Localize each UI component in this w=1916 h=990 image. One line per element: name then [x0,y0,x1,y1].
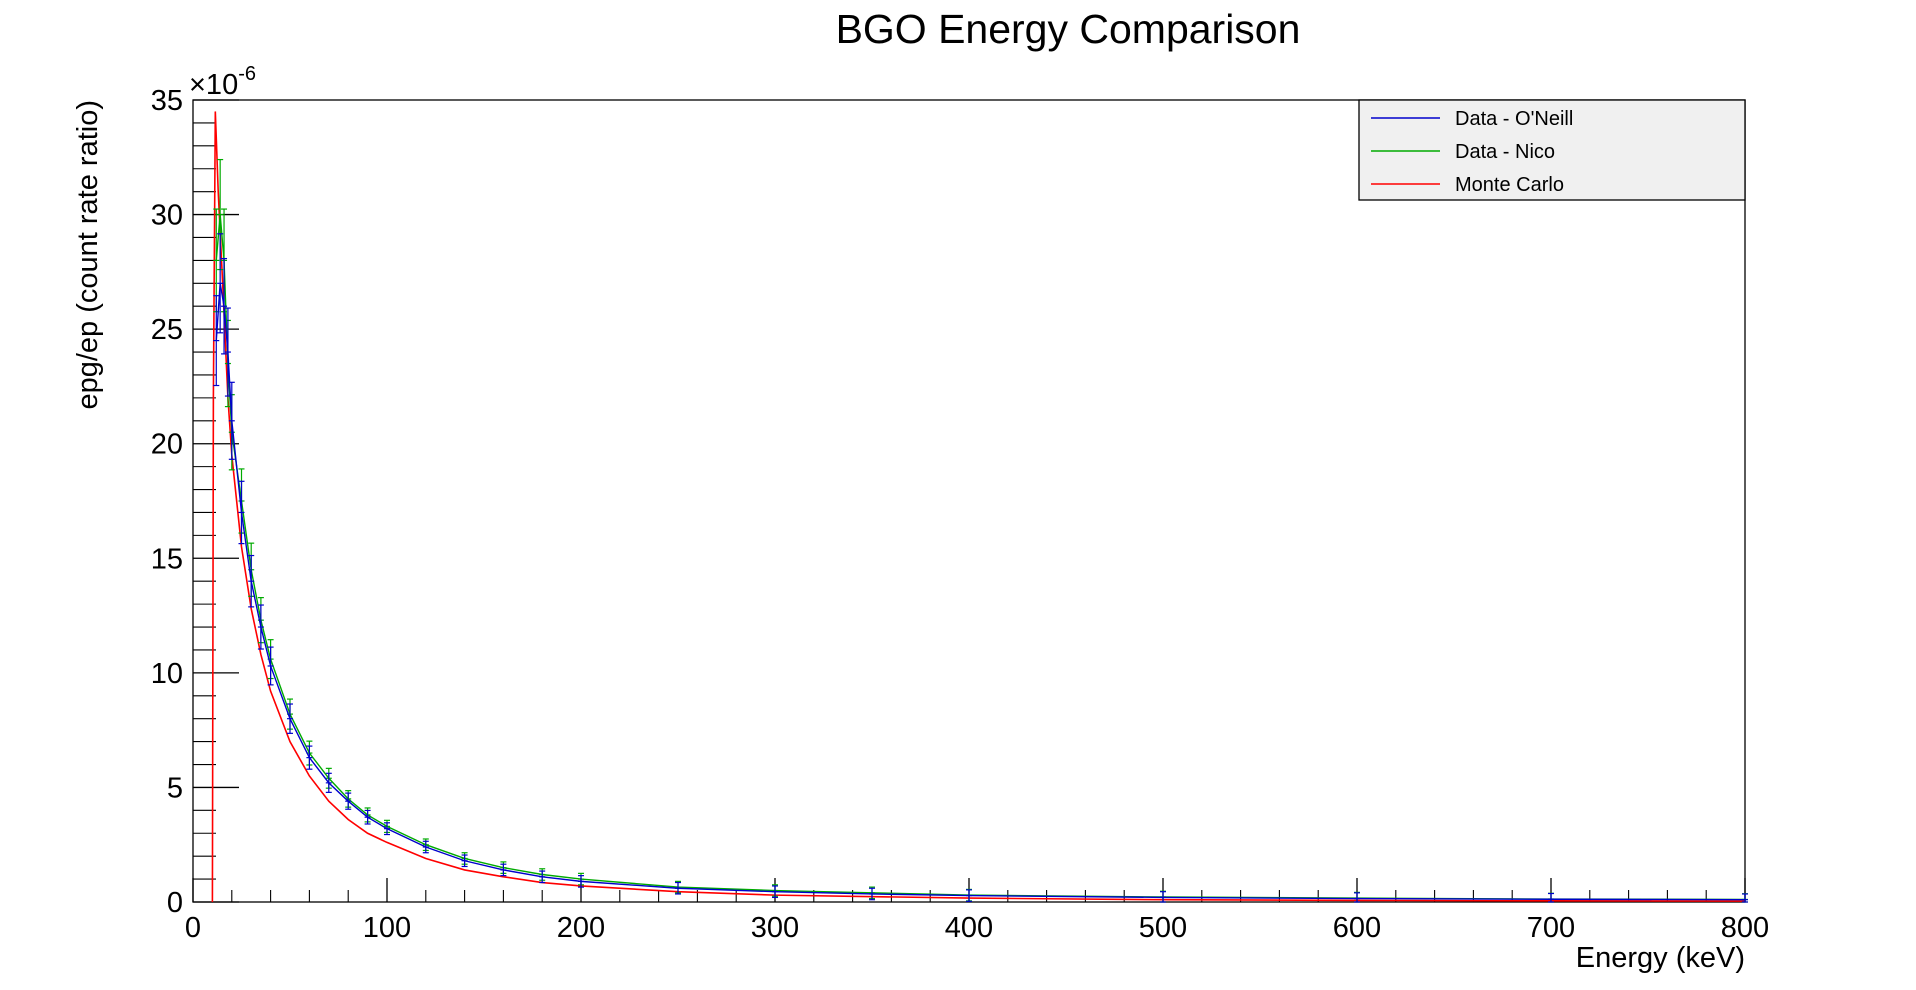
y-tick-label: 5 [167,772,183,804]
legend-label: Monte Carlo [1455,174,1564,196]
x-tick-label: 0 [185,912,201,944]
chart-title: BGO Energy Comparison [836,6,1301,52]
y-tick-label: 30 [151,200,183,232]
x-tick-label: 100 [363,912,411,944]
y-multiplier-base: ×10 [189,69,238,101]
x-tick-label: 200 [557,912,605,944]
y-tick-label: 25 [151,314,183,346]
y-tick-label: 15 [151,543,183,575]
data-series [211,111,1748,903]
x-tick-label: 600 [1333,912,1381,944]
plot-frame [192,99,1746,903]
y-multiplier-exponent: -6 [238,63,256,85]
y-tick-label: 35 [151,85,183,117]
y-tick-label: 20 [151,429,183,461]
x-tick-label: 700 [1527,912,1575,944]
x-tick-label: 400 [945,912,993,944]
x-tick-label: 800 [1721,912,1769,944]
series-2 [211,111,1746,903]
legend-label: Data - O'Neill [1455,108,1573,130]
y-tick-label: 0 [167,887,183,919]
legend-label: Data - Nico [1455,141,1555,163]
x-axis-label: Energy (keV) [1576,942,1745,974]
legend-entries: Data - O'Neill Data - Nico Monte Carlo [1371,108,1573,196]
y-axis-label: epg/ep (count rate ratio) [72,100,104,410]
series-line [211,111,1746,903]
y-axis-multiplier: ×10-6 [189,63,256,101]
x-tick-label: 300 [751,912,799,944]
series-line [215,283,1746,901]
y-tick-label: 10 [151,658,183,690]
legend: Data - O'Neill Data - Nico Monte Carlo [1358,99,1746,201]
x-tick-label: 500 [1139,912,1187,944]
series-0 [213,233,1748,903]
